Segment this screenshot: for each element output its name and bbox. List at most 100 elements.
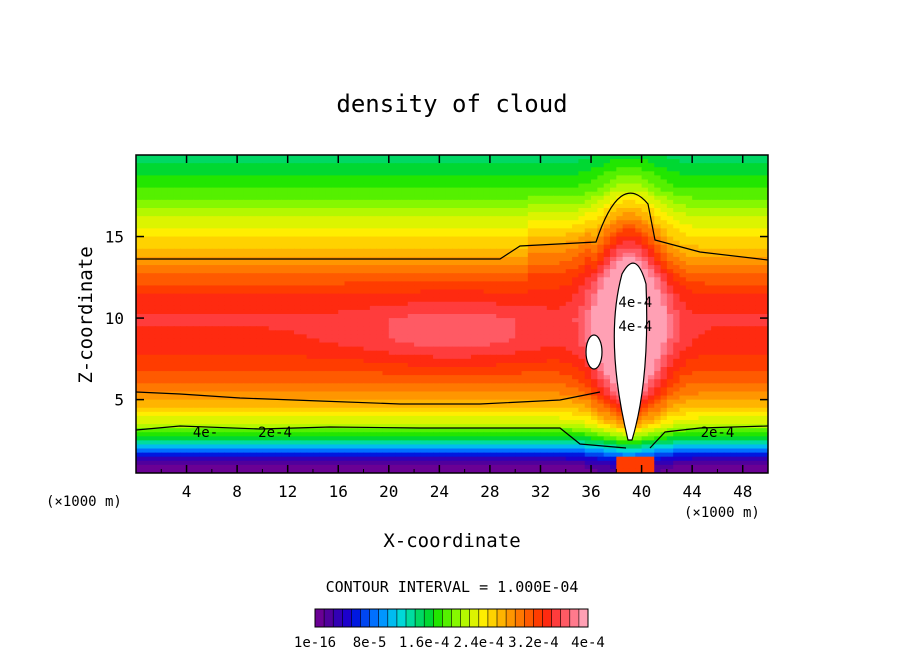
field-cell xyxy=(369,318,377,323)
field-cell xyxy=(401,252,409,258)
field-cell xyxy=(256,338,263,344)
field-cell xyxy=(369,179,377,185)
field-cell xyxy=(350,269,358,274)
field-cell xyxy=(723,346,731,352)
field-cell xyxy=(243,171,251,176)
field-cell xyxy=(262,244,270,250)
field-cell xyxy=(224,322,232,327)
field-cell xyxy=(755,244,763,250)
field-cell xyxy=(742,155,750,160)
field-cell xyxy=(338,191,346,197)
field-cell xyxy=(458,252,466,258)
field-cell xyxy=(685,208,693,213)
field-cell xyxy=(205,309,213,315)
field-cell xyxy=(237,322,245,327)
field-cell xyxy=(477,281,485,287)
field-cell xyxy=(679,232,687,238)
field-cell xyxy=(344,346,352,352)
field-cell xyxy=(578,326,586,331)
field-cell xyxy=(414,318,421,323)
field-cell xyxy=(338,350,346,356)
field-cell xyxy=(312,203,320,209)
field-cell xyxy=(458,269,466,274)
field-cell xyxy=(603,285,611,291)
field-cell xyxy=(755,175,763,181)
field-cell xyxy=(230,240,238,246)
field-cell xyxy=(407,261,415,266)
field-cell xyxy=(211,301,219,307)
field-cell xyxy=(395,252,403,258)
field-cell xyxy=(723,240,731,246)
field-cell xyxy=(508,244,516,250)
field-cell xyxy=(275,281,282,287)
field-cell xyxy=(376,195,384,201)
field-cell xyxy=(565,305,573,311)
field-cell xyxy=(350,346,358,352)
field-cell xyxy=(439,273,447,278)
field-cell xyxy=(553,179,561,185)
field-cell xyxy=(717,326,725,331)
field-cell xyxy=(666,261,674,266)
field-cell xyxy=(755,220,763,225)
field-cell xyxy=(224,240,232,246)
field-cell xyxy=(439,175,447,181)
field-cell xyxy=(338,167,346,172)
field-cell xyxy=(723,350,731,356)
field-cell xyxy=(161,208,169,213)
field-cell xyxy=(445,208,453,213)
field-cell xyxy=(167,248,175,254)
field-cell xyxy=(660,248,668,254)
field-cell xyxy=(382,191,390,197)
field-cell xyxy=(717,346,725,352)
field-cell xyxy=(154,167,162,172)
field-cell xyxy=(294,281,301,287)
field-cell xyxy=(496,199,504,205)
field-cell xyxy=(470,305,478,311)
field-cell xyxy=(433,155,440,160)
field-cell xyxy=(154,183,162,189)
field-cell xyxy=(262,289,270,295)
field-cell xyxy=(344,301,352,307)
field-cell xyxy=(477,252,485,258)
field-cell xyxy=(445,179,453,185)
field-cell xyxy=(711,220,719,225)
field-cell xyxy=(685,256,693,262)
field-cell xyxy=(755,285,763,291)
field-cell xyxy=(559,273,567,278)
field-cell xyxy=(761,350,768,356)
field-cell xyxy=(287,342,295,348)
field-cell xyxy=(603,236,611,242)
field-cell xyxy=(382,183,390,189)
field-cell xyxy=(496,301,504,307)
field-cell xyxy=(616,269,624,274)
field-cell xyxy=(641,224,649,229)
field-cell xyxy=(711,285,719,291)
field-cell xyxy=(338,228,346,234)
field-cell xyxy=(211,338,219,344)
field-cell xyxy=(414,248,421,254)
field-cell xyxy=(673,163,681,168)
field-cell xyxy=(439,305,447,311)
field-cell xyxy=(154,228,162,234)
field-cell xyxy=(477,244,485,250)
field-cell xyxy=(654,346,662,352)
field-cell xyxy=(692,330,700,335)
field-cell xyxy=(666,322,674,327)
field-cell xyxy=(477,199,485,205)
field-cell xyxy=(597,289,605,295)
field-cell xyxy=(742,248,750,254)
field-cell xyxy=(489,240,497,246)
field-cell xyxy=(679,265,687,270)
field-cell xyxy=(660,338,668,344)
field-cell xyxy=(502,314,510,319)
field-cell xyxy=(192,236,200,242)
field-cell xyxy=(647,277,655,282)
field-cell xyxy=(647,346,655,352)
field-cell xyxy=(256,171,263,176)
field-cell xyxy=(470,208,478,213)
field-cell xyxy=(477,269,485,274)
field-cell xyxy=(325,248,333,254)
field-cell xyxy=(306,281,314,287)
field-cell xyxy=(180,216,188,221)
field-cell xyxy=(534,183,542,189)
